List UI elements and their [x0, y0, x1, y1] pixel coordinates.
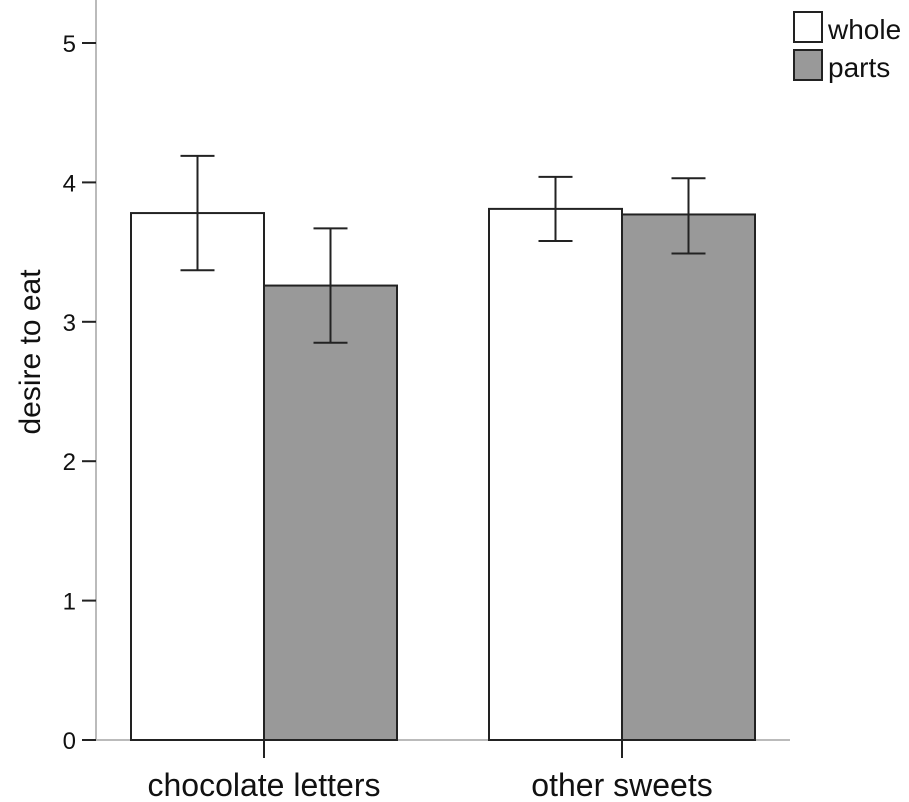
legend: whole parts [793, 11, 901, 83]
y-tick-label: 4 [63, 170, 76, 197]
y-tick-label: 3 [63, 310, 76, 337]
y-tick-label: 0 [63, 728, 76, 755]
bar-whole-0 [130, 212, 265, 741]
legend-label-parts: parts [828, 52, 890, 83]
bar-parts-1 [621, 213, 756, 742]
category-labels: chocolate letters other sweets [147, 740, 713, 802]
legend-swatch-parts [793, 49, 823, 81]
y-ticks: 0 1 2 3 4 5 [63, 31, 96, 755]
x-category-label: chocolate letters [147, 767, 380, 802]
bars-group [130, 207, 756, 742]
legend-swatch-whole [793, 11, 823, 43]
y-tick-label: 5 [63, 31, 76, 58]
y-tick-label: 2 [63, 449, 76, 476]
y-tick-label: 1 [63, 589, 76, 616]
bar-whole-1 [488, 207, 623, 742]
y-axis-label: desire to eat [14, 269, 47, 435]
x-category-label: other sweets [531, 767, 712, 802]
error-bars-group [180, 154, 706, 344]
legend-label-whole: whole [827, 14, 901, 45]
bar-parts-0 [263, 284, 398, 741]
